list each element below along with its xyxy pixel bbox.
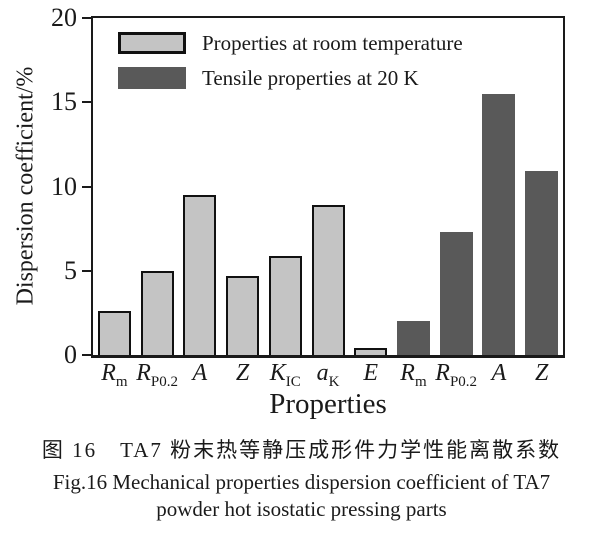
bar-A-20k	[482, 93, 516, 355]
bar-Z-20k	[525, 171, 559, 355]
bar-KIC-room	[268, 255, 302, 355]
y-tick-label: 0	[64, 340, 77, 369]
y-tick-label: 20	[51, 3, 77, 32]
legend-label-room-temperature: Properties at room temperature	[202, 30, 463, 55]
x-tick-label-KIC: KIC	[269, 360, 301, 390]
x-tick-label-RP0.2: RP0.2	[435, 360, 478, 390]
y-tick-mark	[82, 354, 91, 356]
x-tick-label-RP0.2: RP0.2	[136, 360, 178, 390]
bar-RP0.2-room	[140, 270, 174, 355]
x-tick-label-Z: Z	[534, 360, 549, 386]
legend-swatch-room-temperature	[118, 32, 186, 54]
legend-swatch-20k	[118, 67, 186, 89]
x-tick-label-A: A	[491, 360, 507, 386]
x-tick-label-Z: Z	[235, 360, 250, 386]
x-tick-label-E: E	[363, 360, 379, 386]
bar-E-room	[354, 348, 388, 355]
legend-item-20k: Tensile properties at 20 K	[118, 66, 463, 90]
legend-item-room-temperature: Properties at room temperature	[118, 31, 463, 55]
caption-english-line2: powder hot isostatic pressing parts	[156, 497, 447, 521]
bar-aK-room	[311, 205, 345, 355]
y-tick-mark	[82, 185, 91, 188]
caption-chinese: 图 16 TA7 粉末热等静压成形件力学性能离散系数	[41, 438, 562, 462]
x-tick-label-Rm: Rm	[400, 360, 427, 390]
y-tick-mark	[82, 101, 91, 104]
bar-Rm-room	[97, 311, 131, 355]
y-axis: 0 5 10 15 20	[0, 3, 91, 369]
legend-label-20k: Tensile properties at 20 K	[202, 65, 419, 90]
x-axis-title: Properties	[269, 388, 387, 420]
y-axis-title: Dispersion coefficient/%	[12, 66, 39, 306]
x-tick-label-A: A	[192, 360, 208, 386]
y-tick-mark	[82, 17, 91, 19]
caption-english-line1: Fig.16 Mechanical properties dispersion …	[52, 470, 551, 494]
y-tick-label: 5	[64, 255, 77, 285]
x-tick-label-aK: aK	[316, 360, 340, 390]
x-tick-label-Rm: Rm	[101, 360, 128, 390]
legend: Properties at room temperature Tensile p…	[118, 31, 463, 101]
y-tick-mark	[82, 269, 91, 272]
y-tick-label: 15	[51, 87, 77, 117]
bar-Z-room	[226, 275, 260, 355]
bar-RP0.2-20k	[439, 232, 473, 355]
x-tick-labels: Rm RP0.2 A Z KIC aK E Rm RP0.2 A Z	[93, 357, 563, 391]
bar-A-room	[183, 194, 217, 355]
bar-Rm-20k	[396, 321, 430, 355]
y-tick-label: 10	[51, 171, 77, 201]
plot-area: Properties at room temperature Tensile p…	[91, 16, 565, 358]
